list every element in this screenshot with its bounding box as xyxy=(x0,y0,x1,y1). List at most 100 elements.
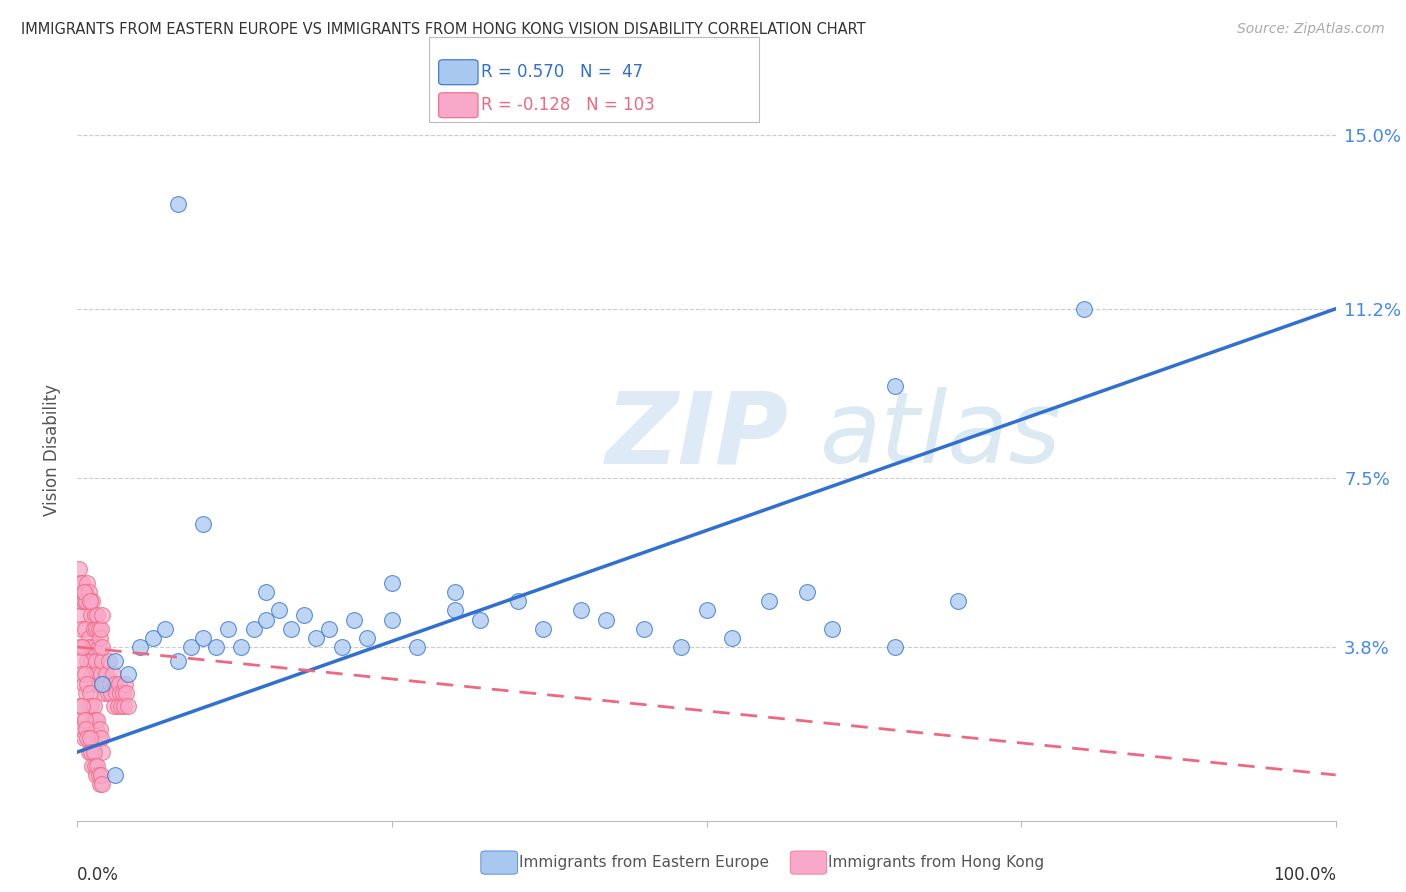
Point xyxy=(79,594,101,608)
Point xyxy=(110,699,132,714)
Text: R = -0.128   N = 103: R = -0.128 N = 103 xyxy=(481,96,655,114)
Point xyxy=(84,676,107,690)
Point xyxy=(115,686,138,700)
Point xyxy=(82,713,104,727)
Point xyxy=(91,745,114,759)
Point xyxy=(86,713,108,727)
Point xyxy=(70,594,93,608)
Point xyxy=(79,731,101,746)
Point xyxy=(292,607,315,622)
Point xyxy=(191,516,215,531)
Point xyxy=(381,576,404,591)
Point xyxy=(76,576,98,591)
Point xyxy=(76,731,98,746)
Point xyxy=(86,759,108,773)
Point xyxy=(167,654,190,668)
Point xyxy=(69,576,91,591)
Point xyxy=(444,585,467,599)
Point xyxy=(254,585,277,599)
Point xyxy=(79,640,101,654)
Point xyxy=(229,640,252,654)
Point xyxy=(89,631,111,645)
Point xyxy=(89,723,111,737)
Point xyxy=(72,585,94,599)
Point xyxy=(87,622,110,636)
Point xyxy=(70,622,93,636)
Point xyxy=(87,640,110,654)
Point xyxy=(67,699,90,714)
Point xyxy=(758,594,780,608)
Point xyxy=(80,654,103,668)
Point xyxy=(191,631,215,645)
Point xyxy=(75,686,97,700)
Point xyxy=(671,640,693,654)
Point xyxy=(105,686,128,700)
Point xyxy=(108,676,131,690)
Point xyxy=(69,654,91,668)
Point xyxy=(76,676,98,690)
Point xyxy=(72,731,94,746)
Point xyxy=(330,640,353,654)
Point xyxy=(111,686,134,700)
Point xyxy=(75,640,97,654)
Point xyxy=(104,768,127,782)
Point xyxy=(796,585,818,599)
Point xyxy=(82,667,104,681)
Point xyxy=(90,667,112,681)
Point xyxy=(129,640,152,654)
Point xyxy=(91,640,114,654)
Point xyxy=(72,585,94,599)
Point xyxy=(94,676,117,690)
Point xyxy=(84,607,107,622)
Point xyxy=(87,731,110,746)
Point xyxy=(343,613,366,627)
Point xyxy=(444,603,467,617)
Point xyxy=(77,745,100,759)
Point xyxy=(72,640,94,654)
Point xyxy=(107,699,129,714)
Point xyxy=(80,607,103,622)
Point xyxy=(117,699,139,714)
Point xyxy=(80,745,103,759)
Point xyxy=(91,676,114,690)
Point xyxy=(884,640,907,654)
Point xyxy=(84,759,107,773)
Point xyxy=(69,713,91,727)
Point xyxy=(114,676,136,690)
Point xyxy=(87,768,110,782)
Point xyxy=(155,622,177,636)
Y-axis label: Vision Disability: Vision Disability xyxy=(44,384,62,516)
Point xyxy=(595,613,617,627)
Point xyxy=(90,622,112,636)
Point xyxy=(108,686,131,700)
Point xyxy=(569,603,592,617)
Point xyxy=(104,676,127,690)
Point xyxy=(72,676,94,690)
Point xyxy=(73,585,96,599)
Point xyxy=(79,594,101,608)
Point xyxy=(96,686,118,700)
Point xyxy=(70,667,93,681)
Point xyxy=(242,622,264,636)
Text: IMMIGRANTS FROM EASTERN EUROPE VS IMMIGRANTS FROM HONG KONG VISION DISABILITY CO: IMMIGRANTS FROM EASTERN EUROPE VS IMMIGR… xyxy=(21,22,866,37)
Point xyxy=(506,594,529,608)
Point xyxy=(696,603,718,617)
Point xyxy=(76,654,98,668)
Point xyxy=(204,640,226,654)
Point xyxy=(91,777,114,791)
Point xyxy=(91,654,114,668)
Point xyxy=(72,576,94,591)
Point xyxy=(254,613,277,627)
Point xyxy=(84,622,107,636)
Point xyxy=(381,613,404,627)
Point xyxy=(67,562,90,576)
Point xyxy=(89,777,111,791)
Point xyxy=(84,768,107,782)
Point xyxy=(267,603,290,617)
Point xyxy=(73,713,96,727)
Point xyxy=(305,631,328,645)
Point xyxy=(91,607,114,622)
Point xyxy=(84,654,107,668)
Point xyxy=(90,731,112,746)
Point xyxy=(86,607,108,622)
